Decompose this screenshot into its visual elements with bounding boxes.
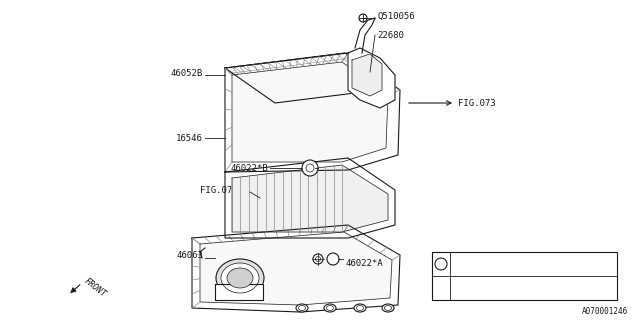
Ellipse shape [354,304,366,312]
Circle shape [313,254,323,264]
Circle shape [359,14,367,22]
Ellipse shape [382,304,394,312]
Ellipse shape [296,304,308,312]
Polygon shape [232,62,388,162]
Text: 46083(-0612)(2): 46083(-0612)(2) [454,260,529,268]
Circle shape [435,258,447,270]
Text: 22680: 22680 [377,30,404,39]
Text: FIG.070-5: FIG.070-5 [200,186,248,195]
Text: 1: 1 [438,260,444,268]
Ellipse shape [216,259,264,297]
Polygon shape [192,225,400,312]
Circle shape [302,160,318,176]
Circle shape [327,253,339,265]
Polygon shape [215,284,263,300]
Text: FRONT: FRONT [82,276,108,299]
Ellipse shape [221,263,259,293]
Text: FIG.073: FIG.073 [458,99,495,108]
Polygon shape [352,54,382,96]
Polygon shape [225,53,400,172]
Bar [432,252,617,300]
Text: 16546: 16546 [176,133,203,142]
Ellipse shape [227,268,253,288]
Text: A070001246: A070001246 [582,308,628,316]
Text: 46052B: 46052B [171,68,203,77]
Text: 1: 1 [331,254,335,263]
Polygon shape [225,53,395,103]
Text: 46052A: 46052A [224,293,256,302]
Text: Q510056: Q510056 [377,12,415,20]
Polygon shape [225,158,395,238]
Polygon shape [232,165,388,232]
Polygon shape [200,232,392,305]
Text: 46022*B: 46022*B [230,164,268,172]
Text: 46063: 46063 [176,252,203,260]
Polygon shape [348,48,395,108]
Text: 46022*A: 46022*A [345,259,383,268]
Ellipse shape [324,304,336,312]
Text: 46083(0612-)(1): 46083(0612-)(1) [454,284,529,292]
